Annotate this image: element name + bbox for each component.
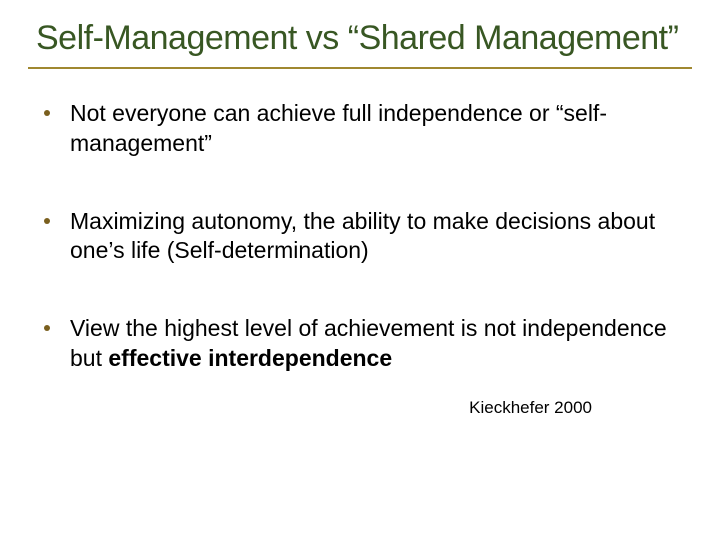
slide-title: Self-Management vs “Shared Management” (36, 18, 692, 59)
bullet-text-bold: effective interdependence (108, 345, 392, 371)
bullet-text: Not everyone can achieve full independen… (70, 100, 607, 156)
bullet-dot-icon (44, 110, 50, 116)
bullet-list: Not everyone can achieve full independen… (28, 99, 692, 374)
bullet-item: Maximizing autonomy, the ability to make… (36, 207, 692, 267)
bullet-text: Maximizing autonomy, the ability to make… (70, 208, 655, 264)
bullet-dot-icon (44, 325, 50, 331)
bullet-dot-icon (44, 218, 50, 224)
citation: Kieckhefer 2000 (28, 398, 692, 418)
bullet-item: Not everyone can achieve full independen… (36, 99, 692, 159)
slide: Self-Management vs “Shared Management” N… (0, 0, 720, 540)
title-container: Self-Management vs “Shared Management” (28, 18, 692, 69)
bullet-item: View the highest level of achievement is… (36, 314, 692, 374)
